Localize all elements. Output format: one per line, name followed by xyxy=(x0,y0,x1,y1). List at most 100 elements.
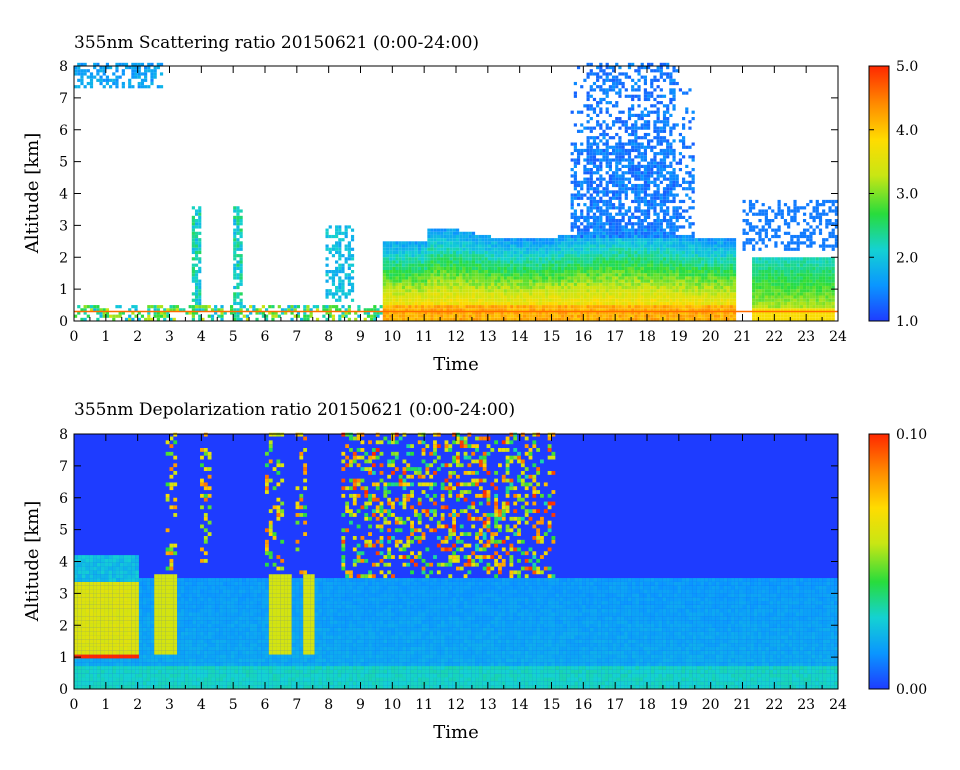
scattering-cell xyxy=(653,308,657,312)
scattering-cell xyxy=(602,234,606,239)
scattering-cell xyxy=(456,314,460,318)
scattering-cell xyxy=(666,279,670,283)
scattering-cell xyxy=(780,298,784,302)
scattering-cell xyxy=(446,311,450,315)
scattering-cell xyxy=(554,238,558,242)
scattering-cell xyxy=(433,282,437,286)
scattering-cell xyxy=(420,308,425,312)
scattering-cell xyxy=(624,273,628,277)
scattering-cell xyxy=(541,301,546,306)
scattering-cell xyxy=(589,177,593,181)
scattering-cell xyxy=(548,250,552,255)
scattering-cell xyxy=(347,305,351,309)
scattering-cell xyxy=(685,107,689,111)
scattering-cell xyxy=(764,314,768,318)
scattering-cell xyxy=(395,279,399,283)
scattering-cell xyxy=(401,279,406,283)
scattering-cell xyxy=(89,78,94,82)
scattering-cell xyxy=(745,219,749,223)
scattering-cell xyxy=(631,88,635,92)
scattering-cell xyxy=(634,234,638,239)
scattering-cell xyxy=(529,292,533,296)
scattering-cell xyxy=(592,254,597,258)
scattering-cell xyxy=(557,270,562,274)
scattering-cell xyxy=(764,301,768,306)
scattering-cell xyxy=(596,282,600,286)
scattering-cell xyxy=(583,231,587,235)
scattering-cell xyxy=(249,311,253,315)
scattering-cell xyxy=(647,161,651,165)
scattering-cell xyxy=(510,289,514,293)
scattering-cell xyxy=(682,250,686,255)
scattering-cell xyxy=(659,66,663,70)
scattering-cell xyxy=(589,311,593,315)
scattering-cell xyxy=(691,158,695,162)
scattering-cell xyxy=(510,263,514,267)
scattering-cell xyxy=(669,282,673,286)
scattering-cell xyxy=(105,311,110,315)
scattering-cell xyxy=(503,250,507,255)
scattering-cell xyxy=(586,228,590,232)
scattering-cell xyxy=(682,276,686,280)
scattering-cell xyxy=(631,317,635,321)
scattering-cell xyxy=(526,317,530,321)
scattering-cell xyxy=(755,199,759,204)
scattering-cell xyxy=(615,266,619,270)
scattering-cell xyxy=(191,263,195,267)
scattering-cell xyxy=(385,250,390,255)
scattering-cell xyxy=(586,238,590,242)
scattering-cell xyxy=(643,193,647,197)
scattering-cell xyxy=(80,317,84,321)
scattering-cell xyxy=(631,266,635,270)
scattering-cell xyxy=(682,238,686,242)
scattering-cell xyxy=(449,247,453,251)
scattering-cell xyxy=(618,305,622,309)
scattering-cell xyxy=(688,126,692,130)
scattering-cell xyxy=(631,85,635,89)
scattering-cell xyxy=(691,295,695,299)
scattering-cell xyxy=(608,164,612,168)
scattering-cell xyxy=(341,270,345,274)
scattering-cell xyxy=(662,241,667,245)
scattering-cell xyxy=(717,270,721,274)
scattering-cell xyxy=(548,244,552,248)
scattering-cell xyxy=(198,292,202,296)
scattering-cell xyxy=(627,314,632,318)
scattering-cell xyxy=(452,231,456,235)
scattering-cell xyxy=(611,66,616,70)
scattering-cell xyxy=(621,279,625,283)
scattering-cell xyxy=(640,75,644,79)
scattering-cell xyxy=(608,244,612,248)
scattering-cell xyxy=(408,295,412,299)
scattering-cell xyxy=(436,257,441,261)
scattering-cell xyxy=(503,273,507,277)
scattering-cell xyxy=(576,289,581,293)
scattering-cell xyxy=(443,257,447,261)
scattering-cell xyxy=(516,308,520,312)
scattering-cell xyxy=(713,270,718,274)
scattering-cell xyxy=(545,301,549,306)
scattering-cell xyxy=(529,257,533,261)
scattering-cell xyxy=(233,206,237,210)
scattering-cell xyxy=(430,305,434,309)
scattering-cell xyxy=(624,126,628,130)
scattering-cell xyxy=(395,305,399,309)
scattering-cell xyxy=(596,270,600,274)
scattering-cell xyxy=(640,158,644,162)
scattering-cell xyxy=(156,317,160,321)
scattering-cell xyxy=(605,289,609,293)
scattering-cell xyxy=(561,305,565,309)
scattering-cell xyxy=(723,276,727,280)
scattering-cell xyxy=(653,225,657,229)
scattering-cell xyxy=(583,104,587,108)
scattering-cell xyxy=(405,273,409,277)
scattering-cell xyxy=(688,225,692,229)
scattering-cell xyxy=(338,308,342,312)
scattering-cell xyxy=(675,279,679,283)
scattering-cell xyxy=(729,266,733,270)
scattering-cell xyxy=(608,298,612,302)
scattering-cell xyxy=(592,311,597,315)
scattering-cell xyxy=(487,238,492,242)
scattering-cell xyxy=(522,282,527,286)
scattering-cell xyxy=(443,238,447,242)
